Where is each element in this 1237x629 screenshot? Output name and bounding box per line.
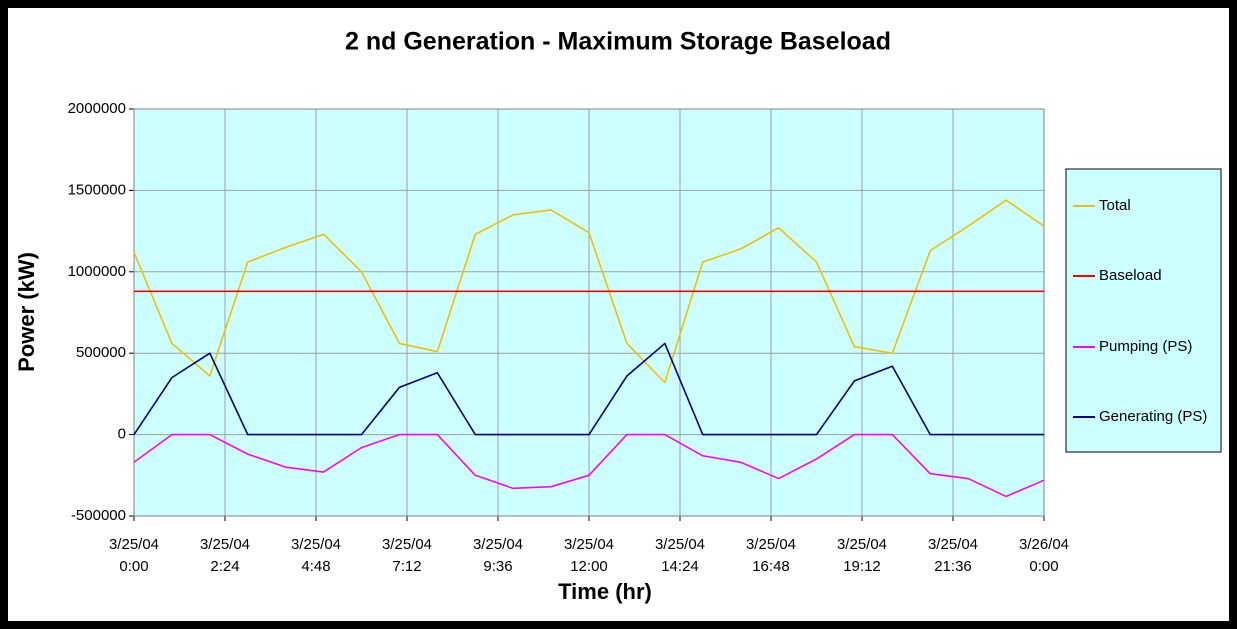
plot-border — [133, 108, 1045, 517]
x-tick-label: 3/25/04 19:12 — [837, 536, 887, 575]
x-tick-label: 3/26/04 0:00 — [1019, 536, 1069, 575]
x-tick-label: 3/25/04 16:48 — [746, 536, 796, 575]
series-line — [133, 342, 1044, 436]
legend-label: Generating (PS) — [1099, 408, 1207, 425]
chart-title: 2 nd Generation - Maximum Storage Baselo… — [345, 28, 891, 56]
series-line — [133, 433, 1045, 498]
x-tick-label: 3/25/04 4:48 — [291, 536, 341, 575]
y-tick-label: 2000000 — [68, 100, 126, 117]
legend — [1065, 168, 1222, 453]
y-tick-label: -500000 — [71, 507, 126, 524]
y-tick-label: 0 — [118, 426, 126, 443]
x-tick-label: 3/25/04 7:12 — [382, 536, 432, 575]
x-tick-label: 3/25/04 2:24 — [200, 536, 250, 575]
x-axis-label: Time (hr) — [558, 579, 652, 604]
x-tick-label: 3/25/04 14:24 — [655, 536, 705, 575]
y-tick-label: 1500000 — [68, 181, 126, 198]
legend-label: Baseload — [1099, 267, 1162, 284]
x-tick-label: 3/25/04 0:00 — [109, 536, 159, 575]
legend-label: Total — [1099, 197, 1131, 214]
y-tick-label: 500000 — [76, 344, 126, 361]
legend-label: Pumping (PS) — [1099, 338, 1192, 355]
y-tick-label: 1000000 — [68, 263, 126, 280]
x-tick-label: 3/25/04 12:00 — [564, 536, 614, 575]
y-axis-label: Power (kW) — [14, 252, 39, 372]
x-tick-label: 3/25/04 21:36 — [928, 536, 978, 575]
x-tick-label: 3/25/04 9:36 — [473, 536, 523, 575]
series-line — [133, 199, 1045, 384]
